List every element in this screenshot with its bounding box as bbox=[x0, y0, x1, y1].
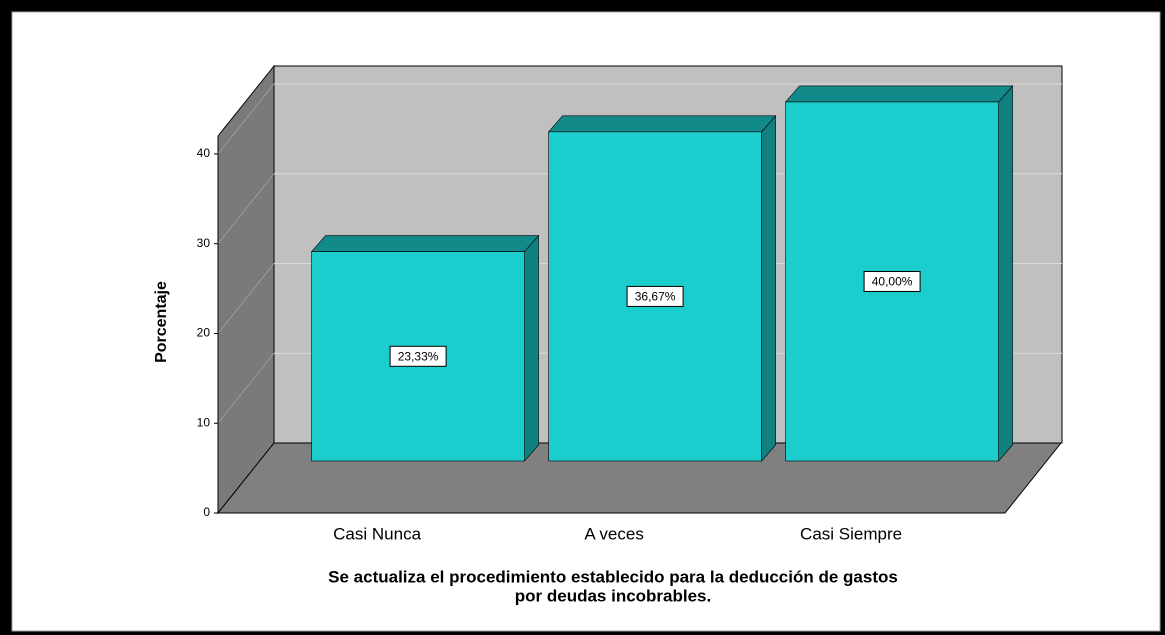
y-tick-label: 0 bbox=[203, 505, 210, 519]
grid-line bbox=[217, 263, 275, 334]
x-tick-label: A veces bbox=[584, 524, 644, 543]
value-label: 40,00% bbox=[872, 275, 913, 289]
x-tick-label: Casi Siempre bbox=[800, 524, 902, 543]
value-label: 23,33% bbox=[398, 349, 439, 363]
grid-line bbox=[217, 83, 275, 155]
bar-top bbox=[547, 115, 777, 133]
y-tick-label: 10 bbox=[197, 415, 211, 429]
y-tick-label: 40 bbox=[197, 146, 211, 160]
y-tick-label: 30 bbox=[197, 236, 211, 250]
value-label-box bbox=[389, 345, 447, 367]
grid-line bbox=[217, 352, 275, 424]
x-tick-label: Casi Nunca bbox=[333, 524, 421, 543]
value-label: 36,67% bbox=[635, 290, 676, 304]
y-tick-label: 20 bbox=[197, 326, 211, 340]
bar-side bbox=[998, 85, 1013, 462]
chart-title: por deudas incobrables. bbox=[515, 586, 712, 605]
y-axis-label: Porcentaje bbox=[153, 281, 170, 363]
bar-top bbox=[784, 85, 1014, 103]
left-wall bbox=[217, 64, 275, 515]
bar-side bbox=[761, 115, 776, 462]
grid-line bbox=[217, 173, 275, 245]
value-label-box bbox=[626, 285, 684, 307]
bar-side bbox=[524, 234, 539, 462]
bar-top bbox=[310, 235, 540, 252]
value-label-box bbox=[863, 270, 921, 292]
chart-title: Se actualiza el procedimiento establecid… bbox=[328, 567, 898, 586]
